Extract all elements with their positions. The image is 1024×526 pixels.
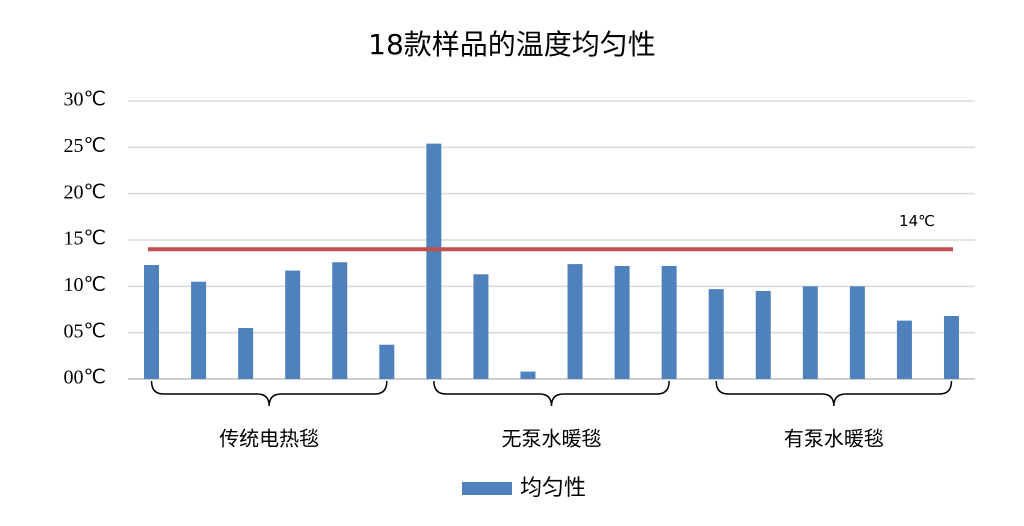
bar [520,371,536,379]
y-tick-label: 25℃ [64,135,106,157]
bar [332,262,348,379]
bar [238,328,254,379]
y-tick-label: 20℃ [64,181,106,203]
bar [614,265,630,379]
bar [802,286,818,379]
bar [849,286,865,379]
bar [473,274,489,379]
chart-title: 18款样品的温度均匀性 [368,28,656,61]
legend-swatch [462,482,512,495]
bar [661,265,677,379]
bar [191,281,207,379]
bar [943,315,959,379]
bar [379,344,395,379]
bar [755,290,771,379]
group-brace [715,380,953,407]
y-tick-label: 10℃ [64,274,106,296]
bar [708,289,724,379]
bar [426,143,442,379]
y-tick-label: 00℃ [64,367,106,389]
bar [896,320,912,379]
bar [285,270,301,379]
group-label: 传统电热毯 [219,427,319,451]
reference-label: 14℃ [899,212,935,230]
y-tick-label: 15℃ [64,228,106,250]
y-tick-label: 05℃ [64,320,106,342]
group-label: 有泵水暖毯 [784,427,884,451]
group-label: 无泵水暖毯 [502,427,602,451]
legend-label: 均匀性 [520,476,586,501]
bar [144,265,160,379]
y-tick-label: 30℃ [64,89,106,111]
group-brace [150,380,388,407]
group-brace [433,380,670,407]
bar [567,264,583,379]
